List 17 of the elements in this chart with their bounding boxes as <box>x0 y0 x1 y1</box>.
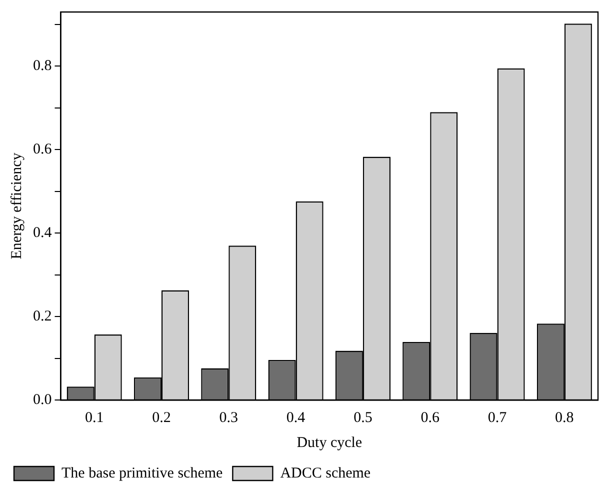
x-tick-label: 0.4 <box>286 410 306 426</box>
x-tick-label: 0.2 <box>152 410 171 426</box>
x-tick-label: 0.3 <box>219 410 238 426</box>
x-tick-label: 0.5 <box>354 410 372 426</box>
legend-label: The base primitive scheme <box>62 465 224 482</box>
x-tick-label: 0.6 <box>420 410 440 426</box>
y-tick-label: 0.2 <box>33 308 52 324</box>
x-tick-label: 0.8 <box>555 410 574 426</box>
y-tick-label: 0.4 <box>33 225 52 242</box>
y-tick-label: 0.0 <box>33 392 52 408</box>
y-tick-label: 0.8 <box>33 58 52 74</box>
x-axis-title: Duty cycle <box>296 434 362 451</box>
x-tick-label: 0.1 <box>84 410 104 426</box>
y-tick-label: 0.6 <box>33 142 52 158</box>
legend-label: ADCC scheme <box>280 465 371 482</box>
y-axis-title: Energy efficiency <box>8 152 25 260</box>
x-tick-label: 0.7 <box>488 410 508 426</box>
